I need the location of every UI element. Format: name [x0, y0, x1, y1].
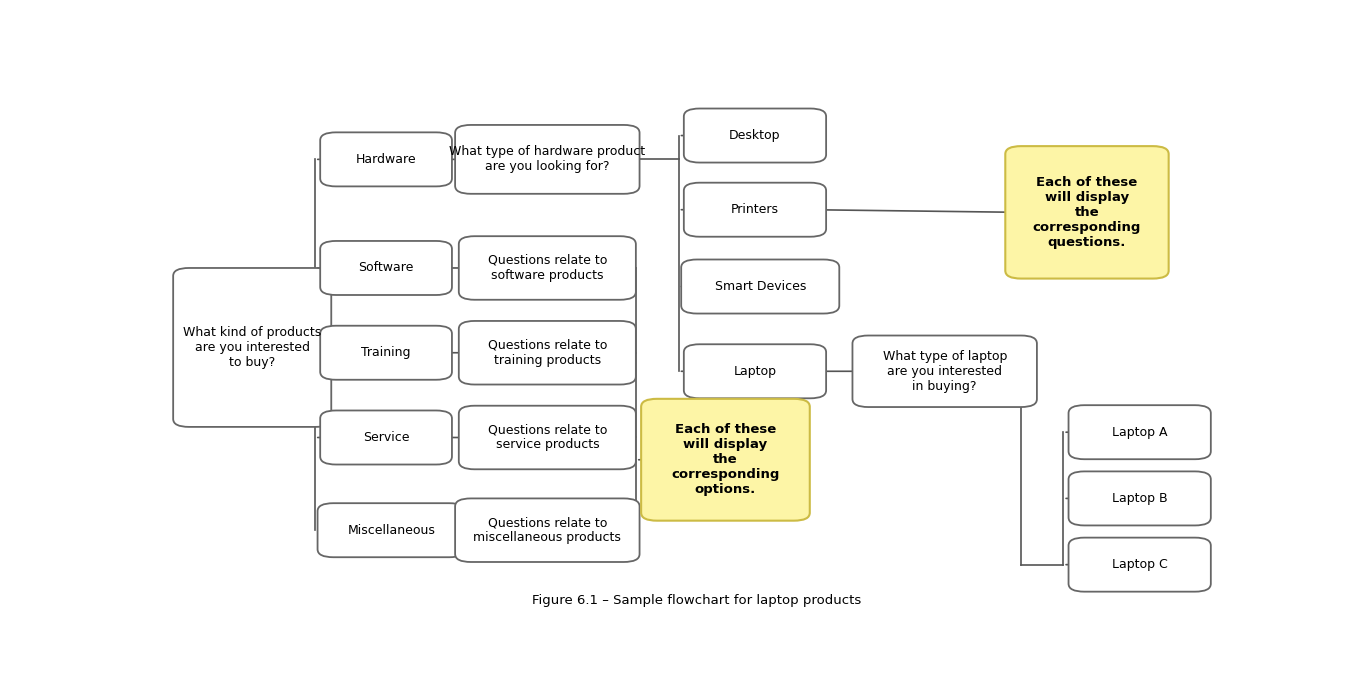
Text: Software: Software	[359, 261, 413, 275]
Text: What type of hardware product
are you looking for?: What type of hardware product are you lo…	[449, 145, 646, 173]
FancyBboxPatch shape	[458, 236, 636, 300]
Text: Laptop: Laptop	[733, 365, 777, 378]
FancyBboxPatch shape	[1069, 537, 1210, 592]
Text: Service: Service	[363, 431, 409, 444]
Text: What type of laptop
are you interested
in buying?: What type of laptop are you interested i…	[883, 350, 1006, 393]
FancyBboxPatch shape	[684, 183, 826, 237]
FancyBboxPatch shape	[320, 411, 452, 464]
Text: Questions relate to
miscellaneous products: Questions relate to miscellaneous produc…	[473, 516, 622, 544]
Text: Questions relate to
software products: Questions relate to software products	[488, 254, 607, 282]
FancyBboxPatch shape	[320, 132, 452, 186]
Text: Figure 6.1 – Sample flowchart for laptop products: Figure 6.1 – Sample flowchart for laptop…	[532, 594, 862, 607]
Text: Training: Training	[362, 346, 411, 359]
FancyBboxPatch shape	[317, 503, 465, 557]
FancyBboxPatch shape	[641, 399, 809, 521]
FancyBboxPatch shape	[1005, 146, 1168, 279]
Text: Each of these
will display
the
corresponding
options.: Each of these will display the correspon…	[672, 423, 779, 496]
Text: Miscellaneous: Miscellaneous	[347, 524, 435, 537]
Text: Laptop A: Laptop A	[1112, 426, 1167, 439]
FancyBboxPatch shape	[320, 325, 452, 380]
Text: Laptop C: Laptop C	[1112, 558, 1167, 571]
FancyBboxPatch shape	[1069, 471, 1210, 526]
FancyBboxPatch shape	[684, 344, 826, 398]
FancyBboxPatch shape	[456, 125, 639, 194]
Text: Printers: Printers	[730, 203, 779, 216]
FancyBboxPatch shape	[320, 241, 452, 295]
Text: Questions relate to
service products: Questions relate to service products	[488, 424, 607, 451]
Text: Questions relate to
training products: Questions relate to training products	[488, 338, 607, 367]
Text: What kind of products
are you interested
to buy?: What kind of products are you interested…	[184, 326, 321, 369]
FancyBboxPatch shape	[456, 498, 639, 562]
FancyBboxPatch shape	[458, 321, 636, 385]
Text: Each of these
will display
the
corresponding
questions.: Each of these will display the correspon…	[1032, 176, 1141, 249]
FancyBboxPatch shape	[173, 268, 332, 427]
Text: Smart Devices: Smart Devices	[714, 280, 806, 293]
FancyBboxPatch shape	[684, 109, 826, 162]
FancyBboxPatch shape	[853, 336, 1036, 407]
FancyBboxPatch shape	[458, 406, 636, 469]
Text: Laptop B: Laptop B	[1112, 492, 1167, 505]
Text: Desktop: Desktop	[729, 129, 781, 142]
FancyBboxPatch shape	[1069, 405, 1210, 459]
Text: Hardware: Hardware	[356, 153, 416, 166]
FancyBboxPatch shape	[681, 259, 839, 314]
